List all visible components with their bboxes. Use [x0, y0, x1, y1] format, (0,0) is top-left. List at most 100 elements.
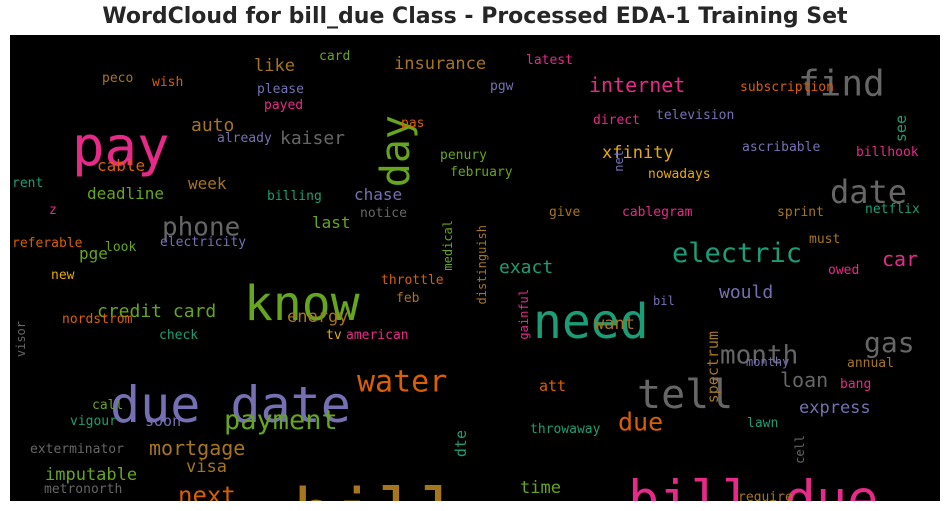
word-latest: latest [526, 53, 573, 68]
word-exact: exact [499, 257, 553, 278]
word-please: please [257, 82, 304, 97]
word-pge: pge [79, 244, 108, 263]
word-give: give [549, 205, 580, 220]
word-cell: cell [793, 435, 807, 464]
word-gas: gas [864, 326, 915, 359]
word-water: water [357, 365, 447, 400]
word-spectrum: spectrum [704, 331, 722, 403]
word-auto: auto [191, 115, 234, 136]
word-feb: feb [396, 291, 420, 306]
word-medical: medical [441, 220, 455, 271]
word-find: find [798, 64, 885, 105]
word-payment: payment [224, 405, 338, 436]
word-lawn: lawn [747, 416, 778, 431]
word-net: net [612, 150, 626, 172]
word-credit-card: credit card [97, 301, 216, 322]
word-electricity: electricity [160, 235, 246, 250]
word-chase: chase [354, 185, 402, 204]
word-billing: billing [267, 189, 322, 204]
word-monthy: monthy [746, 355, 789, 369]
word-netflix: netflix [865, 202, 920, 217]
word-penury: penury [440, 148, 487, 163]
word-owed: owed [828, 263, 859, 278]
word-like: like [254, 56, 295, 76]
word-express: express [799, 398, 871, 418]
word-att: att [539, 377, 566, 395]
word-imputable: imputable [45, 465, 137, 485]
word-ascribable: ascribable [742, 140, 820, 155]
word-visor: visor [14, 321, 28, 357]
word-tv: tv [326, 328, 342, 343]
word-day: day [373, 115, 419, 187]
word-notice: notice [360, 206, 407, 221]
word-would: would [719, 282, 773, 303]
word-peco: peco [102, 71, 133, 86]
word-annual: annual [847, 356, 894, 371]
word-car: car [882, 247, 918, 271]
word-loan: loan [780, 368, 828, 392]
word-deadline: deadline [87, 184, 164, 203]
word-check: check [159, 328, 198, 343]
word-card: card [319, 49, 350, 64]
word-exterminator: exterminator [30, 442, 124, 457]
word-week: week [188, 174, 227, 193]
word-rent: rent [12, 176, 43, 191]
word-look: look [105, 240, 136, 255]
word-nordstrom: nordstrom [62, 312, 133, 327]
word-referable: referable [12, 236, 83, 251]
chart-title: WordCloud for bill_due Class - Processed… [102, 4, 848, 29]
word-mortgage: mortgage [149, 436, 245, 460]
word-internet: internet [589, 73, 685, 97]
word-sprint: sprint [777, 205, 824, 220]
word-bil: bil [653, 294, 675, 308]
word-require: require [738, 490, 793, 501]
word-subscription: subscription [740, 80, 834, 95]
word-last: last [312, 213, 351, 232]
word-next: next [178, 482, 236, 501]
word-energy: energy [287, 307, 348, 327]
word-soon: soon [145, 412, 181, 430]
word-already: already [217, 131, 272, 146]
word-american: american [346, 328, 409, 343]
wordcloud-canvas: bill bill due pay due date know need tell find d… [12, 49, 920, 501]
word-time: time [520, 478, 561, 498]
wordcloud-panel: bill bill due pay due date know need tell find d… [10, 35, 940, 501]
word-bill-due: bill due [628, 471, 878, 501]
word-payed: payed [264, 98, 303, 113]
word-need: need [533, 294, 649, 350]
word-want: want [594, 314, 635, 334]
word-electric: electric [672, 238, 802, 269]
word-phone: phone [162, 212, 240, 242]
word-cablegram: cablegram [622, 205, 693, 220]
word-gainful: gainful [517, 289, 531, 340]
word-february: february [450, 165, 513, 180]
word-z: z [49, 203, 57, 218]
word-due: due [618, 407, 663, 436]
word-bang: bang [840, 377, 871, 392]
word-month: month [720, 340, 798, 370]
word-visa: visa [186, 457, 227, 477]
word-date: date [830, 173, 907, 211]
word-throttle: throttle [381, 273, 444, 288]
word-know: know [244, 276, 360, 332]
word-pgw: pgw [490, 79, 514, 94]
word-new: new [51, 268, 75, 283]
word-pay: pay [72, 115, 170, 178]
word-throwaway: throwaway [530, 422, 601, 437]
word-television: television [656, 108, 734, 123]
word-call: call [92, 398, 123, 413]
word-distinguish: distinguish [475, 225, 489, 304]
word-pas: pas [401, 116, 424, 131]
word-must: must [809, 232, 840, 247]
word-insurance: insurance [394, 54, 486, 74]
word-vigour: vigour [70, 414, 117, 429]
word-dte: dte [452, 430, 470, 457]
word-tell: tell [637, 372, 733, 418]
word-xfinity: xfinity [602, 143, 674, 163]
word-billhook: billhook [856, 145, 919, 160]
word-direct: direct [593, 113, 640, 128]
word-due-date: due date [110, 376, 351, 434]
word-see: see [892, 115, 910, 142]
word-wish: wish [152, 75, 183, 90]
